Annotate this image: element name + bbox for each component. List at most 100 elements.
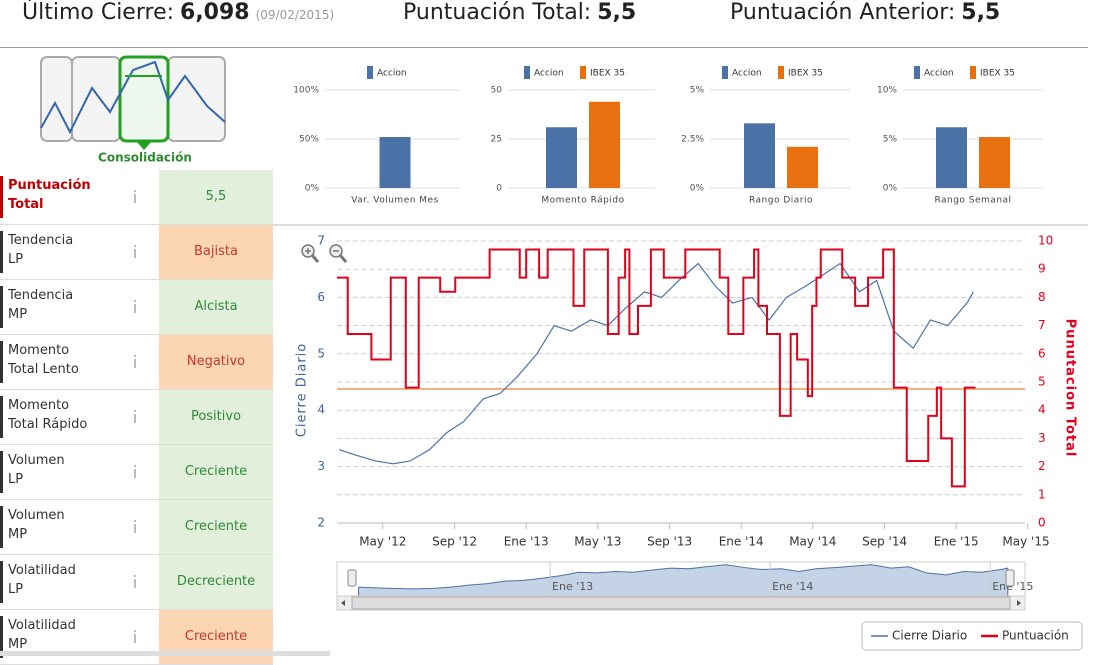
navigator-tick-label: Ene '14 <box>772 580 813 593</box>
row-label-line: Total Rápido <box>8 417 88 432</box>
row-label-line: LP <box>8 472 24 487</box>
scrollbar-right[interactable] <box>1017 600 1021 606</box>
y-axis-title: Cierre Diario <box>295 343 310 438</box>
pattern-box <box>167 56 226 142</box>
separator <box>0 47 1088 48</box>
y2-tick-label: 10 <box>1038 234 1053 248</box>
row-label-line: Volatilidad <box>8 563 76 578</box>
y2-tick-label: 2 <box>1038 459 1046 473</box>
legend-label: IBEX 35 <box>980 69 1015 79</box>
x-tick-label: Ene '15 <box>934 535 979 549</box>
row-label-line: Volatilidad <box>8 618 76 633</box>
score-row: Volumen LP Creciente <box>0 445 273 500</box>
info-stem <box>134 634 136 643</box>
x-tick-label: Rango Semanal <box>934 196 1011 206</box>
x-tick-label: Sep '14 <box>862 535 907 549</box>
zoom-out[interactable] <box>329 244 348 263</box>
row-value: Alcista <box>159 280 273 334</box>
scrollbar-thumb[interactable] <box>351 596 1011 610</box>
y2-tick-label: 8 <box>1038 290 1046 304</box>
zoom-in-handle[interactable] <box>310 254 320 263</box>
y-tick-label: 0% <box>690 184 705 194</box>
value: 5,5 <box>597 0 637 25</box>
pattern-label: Consolidación <box>98 151 192 165</box>
series-line <box>338 262 974 465</box>
score-row: Tendencia MP Alcista <box>0 280 273 335</box>
info-stem <box>134 579 136 588</box>
total-score: Puntuación Total: 5,5 <box>403 0 636 34</box>
legend-label: Accion <box>377 69 407 79</box>
legend-swatch <box>722 66 728 79</box>
legend-label: IBEX 35 <box>590 69 625 79</box>
info-dot <box>133 354 137 358</box>
legend-swatch <box>524 66 530 79</box>
last-close: Último Cierre: 6,098 (09/02/2015) <box>22 0 334 34</box>
score-row: Puntuación Total 5,5 <box>0 170 273 225</box>
navigator-handle[interactable] <box>1005 569 1015 587</box>
y2-axis-title: Punutacion Total <box>1063 319 1078 458</box>
zoom-out-handle[interactable] <box>338 254 348 263</box>
navigator-handle[interactable] <box>347 569 357 587</box>
score-row: Volumen MP Creciente <box>0 500 273 555</box>
legend-swatch <box>778 66 784 79</box>
y2-tick-label: 7 <box>1038 318 1046 332</box>
y-tick-label: 5% <box>883 135 898 145</box>
scrollbar-left[interactable] <box>341 600 345 606</box>
info-dot <box>133 189 137 193</box>
scrollbar[interactable] <box>0 651 330 656</box>
y2-tick-label: 9 <box>1038 262 1046 276</box>
score-row: Volatilidad LP Decreciente <box>0 555 273 610</box>
info-dot <box>133 244 137 248</box>
row-label-line: LP <box>8 252 24 267</box>
x-tick-label: May '14 <box>789 535 836 549</box>
row-label-line: Volumen <box>8 453 65 468</box>
y-tick-label: 0 <box>496 184 502 194</box>
legend-label: Accion <box>534 69 564 79</box>
y-tick-label: 0% <box>883 184 898 194</box>
row-value: 5,5 <box>159 170 273 224</box>
pattern-pointer <box>136 141 152 150</box>
y-tick-label: 5 <box>317 346 325 360</box>
legend-swatch <box>970 66 976 79</box>
row-value: Negativo <box>159 335 273 389</box>
y2-tick-label: 1 <box>1038 487 1046 501</box>
info-dot <box>133 574 137 578</box>
row-value: Decreciente <box>159 555 273 609</box>
info-dot <box>133 519 137 523</box>
label: Último Cierre: <box>22 0 175 25</box>
row-label-line: MP <box>8 527 28 542</box>
date: (09/02/2015) <box>255 8 335 22</box>
info-dot <box>133 299 137 303</box>
score-row: Momento Total Rápido Positivo <box>0 390 273 445</box>
row-label: Tendencia MP <box>0 286 120 328</box>
y-tick-label: 6 <box>317 290 325 304</box>
x-tick-label: May '15 <box>1002 535 1049 549</box>
bar <box>379 137 411 188</box>
row-label-line: LP <box>8 582 24 597</box>
row-label-line: Puntuación <box>8 178 91 193</box>
y2-tick-label: 0 <box>1038 516 1046 530</box>
legend-swatch <box>580 66 586 79</box>
pattern-box-active <box>118 55 170 143</box>
info-stem <box>134 304 136 313</box>
info-dot <box>133 464 137 468</box>
row-label: Momento Total Rápido <box>0 396 120 438</box>
legend-swatch <box>914 66 920 79</box>
row-value: Creciente <box>159 500 273 554</box>
y-tick-label: 2 <box>317 516 325 530</box>
zoom-in[interactable] <box>301 244 320 263</box>
legend-label: Puntuación <box>1002 629 1069 643</box>
x-tick-label: Momento Rápido <box>541 196 624 206</box>
y-tick-label: 5% <box>690 86 705 96</box>
navigator-tick-label: Ene '15 <box>992 580 1033 593</box>
info-stem <box>134 524 136 533</box>
row-label-line: Total <box>8 197 44 212</box>
row-label: Momento Total Lento <box>0 341 120 383</box>
row-label-line: MP <box>8 637 28 652</box>
row-label: Volatilidad MP <box>0 616 120 658</box>
previous-score: Puntuación Anterior: 5,5 <box>730 0 1000 34</box>
y-tick-label: 10% <box>877 86 897 96</box>
legend-box <box>861 621 1083 651</box>
